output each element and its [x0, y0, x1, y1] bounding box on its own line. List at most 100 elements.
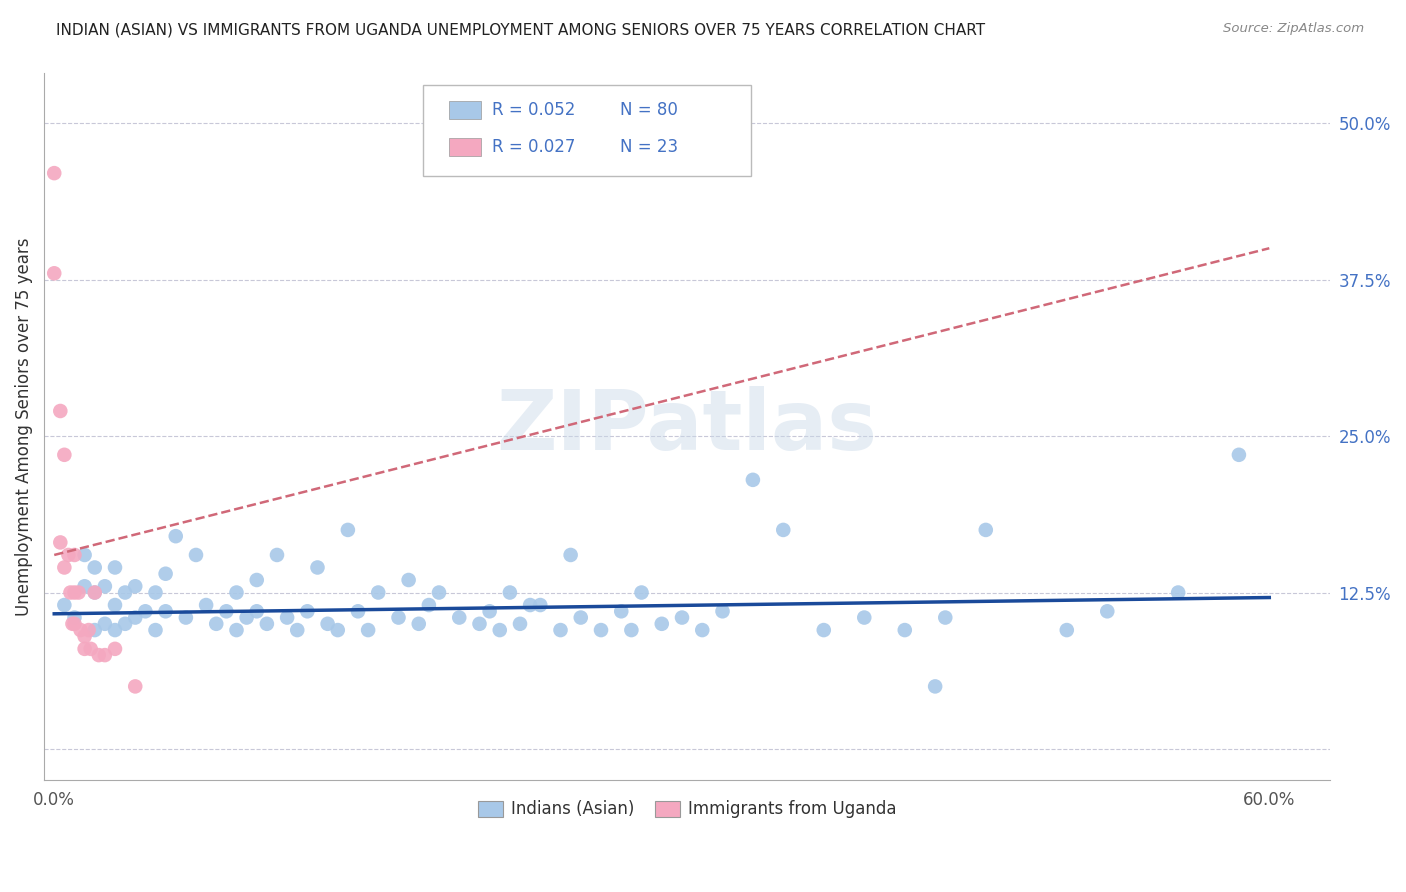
Point: [772, 523, 794, 537]
Point: [894, 623, 917, 637]
Point: [83, 585, 105, 599]
Point: [560, 548, 582, 562]
Point: [246, 604, 269, 618]
Text: ZIPatlas: ZIPatlas: [496, 386, 877, 467]
Point: [1167, 585, 1189, 599]
FancyBboxPatch shape: [449, 102, 481, 119]
Point: [620, 623, 643, 637]
Point: [62, 616, 84, 631]
Point: [924, 680, 946, 694]
Point: [83, 560, 105, 574]
Point: [195, 598, 218, 612]
Point: [630, 585, 652, 599]
Point: [297, 604, 319, 618]
Point: [1097, 604, 1119, 618]
Point: [63, 548, 86, 562]
Point: [58, 548, 80, 562]
Point: [83, 623, 105, 637]
Point: [408, 616, 430, 631]
Point: [124, 579, 146, 593]
Text: N = 80: N = 80: [620, 101, 678, 120]
FancyBboxPatch shape: [423, 85, 751, 176]
Point: [69, 623, 91, 637]
Point: [589, 623, 612, 637]
Point: [671, 610, 693, 624]
Point: [145, 585, 167, 599]
Point: [509, 616, 531, 631]
Point: [53, 560, 76, 574]
Point: [813, 623, 835, 637]
Point: [124, 680, 146, 694]
Point: [83, 585, 105, 599]
Text: Source: ZipAtlas.com: Source: ZipAtlas.com: [1223, 22, 1364, 36]
Point: [367, 585, 389, 599]
Point: [67, 585, 90, 599]
Point: [94, 579, 117, 593]
Point: [53, 448, 76, 462]
Point: [478, 604, 501, 618]
Point: [398, 573, 420, 587]
Point: [449, 610, 471, 624]
Point: [610, 604, 633, 618]
Point: [73, 641, 96, 656]
Point: [387, 610, 409, 624]
Point: [215, 604, 238, 618]
Point: [49, 535, 72, 549]
Point: [488, 623, 510, 637]
Point: [326, 623, 349, 637]
Point: [49, 404, 72, 418]
Point: [87, 648, 110, 662]
Point: [741, 473, 763, 487]
Point: [114, 585, 136, 599]
Point: [94, 648, 117, 662]
Point: [145, 623, 167, 637]
Point: [104, 641, 127, 656]
Point: [418, 598, 440, 612]
Point: [853, 610, 876, 624]
Point: [225, 585, 247, 599]
Point: [1227, 448, 1250, 462]
Point: [256, 616, 278, 631]
Point: [155, 566, 177, 581]
Point: [1056, 623, 1078, 637]
Text: N = 23: N = 23: [620, 137, 678, 155]
Text: R = 0.052: R = 0.052: [492, 101, 575, 120]
Point: [690, 623, 713, 637]
Point: [53, 598, 76, 612]
Point: [80, 641, 103, 656]
Point: [184, 548, 207, 562]
Point: [73, 548, 96, 562]
Point: [974, 523, 997, 537]
Point: [165, 529, 187, 543]
Point: [124, 610, 146, 624]
Point: [134, 604, 156, 618]
Point: [114, 616, 136, 631]
Point: [468, 616, 491, 631]
Point: [336, 523, 359, 537]
Point: [316, 616, 339, 631]
Point: [235, 610, 257, 624]
Text: R = 0.027: R = 0.027: [492, 137, 575, 155]
Point: [63, 585, 86, 599]
Point: [276, 610, 298, 624]
Point: [347, 604, 370, 618]
Point: [104, 598, 127, 612]
Point: [59, 585, 82, 599]
Point: [63, 610, 86, 624]
Point: [285, 623, 308, 637]
Text: INDIAN (ASIAN) VS IMMIGRANTS FROM UGANDA UNEMPLOYMENT AMONG SENIORS OVER 75 YEAR: INDIAN (ASIAN) VS IMMIGRANTS FROM UGANDA…: [56, 22, 986, 37]
Legend: Indians (Asian), Immigrants from Uganda: Indians (Asian), Immigrants from Uganda: [471, 794, 903, 825]
Point: [205, 616, 228, 631]
Point: [246, 573, 269, 587]
Point: [711, 604, 734, 618]
Point: [94, 616, 117, 631]
Point: [44, 266, 66, 280]
Point: [357, 623, 380, 637]
Point: [519, 598, 541, 612]
Point: [934, 610, 956, 624]
FancyBboxPatch shape: [449, 138, 481, 156]
Point: [104, 623, 127, 637]
Point: [73, 629, 96, 643]
Y-axis label: Unemployment Among Seniors over 75 years: Unemployment Among Seniors over 75 years: [15, 237, 32, 615]
Point: [499, 585, 522, 599]
